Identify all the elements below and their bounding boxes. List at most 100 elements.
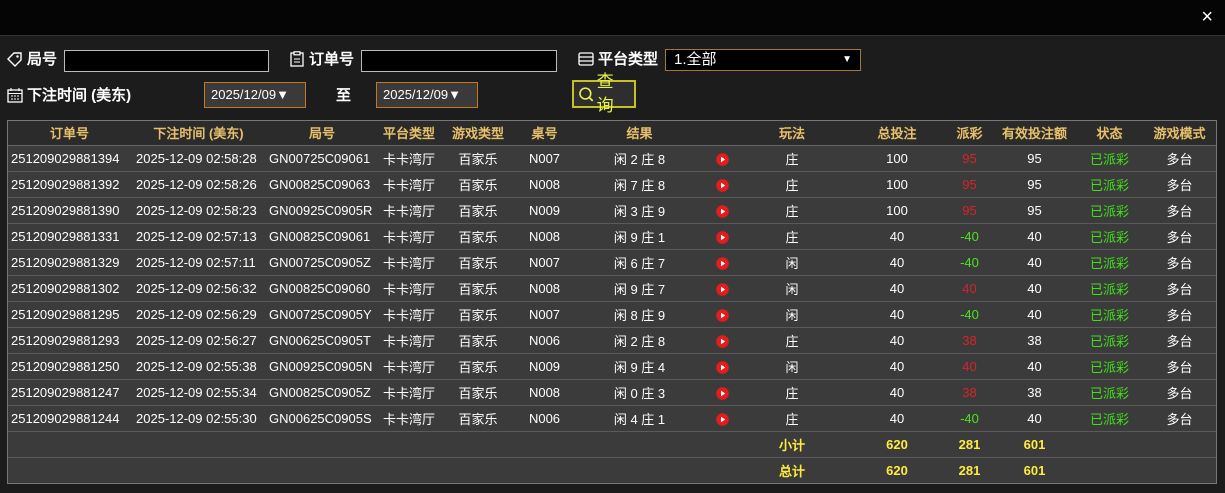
play-icon[interactable] bbox=[715, 231, 729, 244]
play-icon[interactable] bbox=[715, 335, 729, 348]
title-bar: × bbox=[0, 0, 1225, 36]
header-cell: 游戏类型 bbox=[439, 120, 517, 146]
play-cell bbox=[707, 145, 737, 172]
empty-cell bbox=[7, 457, 132, 484]
header-cell: 结果 bbox=[572, 120, 707, 146]
play-icon[interactable] bbox=[715, 361, 729, 374]
cell: 95 bbox=[992, 145, 1077, 172]
order-input[interactable] bbox=[361, 50, 557, 72]
play-cell bbox=[707, 249, 737, 276]
cell: GN00725C0905Z bbox=[265, 249, 379, 276]
play-cell bbox=[707, 171, 737, 198]
play-icon[interactable] bbox=[715, 179, 729, 192]
date-to[interactable]: 2025/12/09▼ bbox=[376, 82, 478, 108]
cell: 卡卡湾厅 bbox=[379, 301, 439, 328]
cell: 38 bbox=[992, 327, 1077, 354]
play-cell bbox=[707, 197, 737, 224]
play-icon[interactable] bbox=[715, 309, 729, 322]
header-cell: 下注时间 (美东) bbox=[132, 120, 265, 146]
play-cell bbox=[707, 275, 737, 302]
play-icon[interactable] bbox=[715, 387, 729, 400]
cell: 已派彩 bbox=[1077, 405, 1142, 432]
cell: GN00825C09061 bbox=[265, 223, 379, 250]
label-text: 平台类型 bbox=[598, 51, 659, 68]
play-icon[interactable] bbox=[715, 413, 729, 426]
cell: 卡卡湾厅 bbox=[379, 223, 439, 250]
cell: 百家乐 bbox=[439, 405, 517, 432]
date-value: 2025/12/09 bbox=[383, 87, 449, 102]
summary-cell: 601 bbox=[992, 431, 1077, 458]
data-row: 251209029881295 2025-12-09 02:56:29 GN0072… bbox=[7, 301, 1217, 328]
date-from[interactable]: 2025/12/09▼ bbox=[204, 82, 306, 108]
cell: 闲 2 庄 8 bbox=[572, 145, 707, 172]
data-row: 251209029881247 2025-12-09 02:55:34 GN0082… bbox=[7, 379, 1217, 406]
cell: 卡卡湾厅 bbox=[379, 145, 439, 172]
cell: 闲 bbox=[737, 301, 847, 328]
cell: 卡卡湾厅 bbox=[379, 327, 439, 354]
cell: N009 bbox=[517, 197, 572, 224]
cell: 百家乐 bbox=[439, 275, 517, 302]
cell: 2025-12-09 02:57:13 bbox=[132, 223, 265, 250]
cell: 庄 bbox=[737, 405, 847, 432]
header-cell: 平台类型 bbox=[379, 120, 439, 146]
cell: 40 bbox=[847, 249, 947, 276]
cell: 95 bbox=[947, 171, 992, 198]
cell: N008 bbox=[517, 223, 572, 250]
cell: 251209029881250 bbox=[7, 353, 132, 380]
cell: N007 bbox=[517, 301, 572, 328]
cell: 40 bbox=[847, 223, 947, 250]
cell: 40 bbox=[992, 275, 1077, 302]
cell: 251209029881244 bbox=[7, 405, 132, 432]
cell: 多台 bbox=[1142, 301, 1217, 328]
play-cell bbox=[707, 223, 737, 250]
empty-cell bbox=[439, 431, 517, 458]
cell: 百家乐 bbox=[439, 197, 517, 224]
summary-cell: 601 bbox=[992, 457, 1077, 484]
summary-cell: 281 bbox=[947, 431, 992, 458]
cell: 38 bbox=[992, 379, 1077, 406]
cell: N008 bbox=[517, 379, 572, 406]
cell: N008 bbox=[517, 275, 572, 302]
close-button[interactable]: × bbox=[1201, 6, 1213, 28]
play-icon[interactable] bbox=[715, 257, 729, 270]
header-cell: 局号 bbox=[265, 120, 379, 146]
play-cell bbox=[707, 379, 737, 406]
cell: 多台 bbox=[1142, 405, 1217, 432]
cell: -40 bbox=[947, 301, 992, 328]
date-arrow: ▼ bbox=[276, 87, 289, 102]
cell: 闲 9 庄 1 bbox=[572, 223, 707, 250]
cell: 闲 4 庄 1 bbox=[572, 405, 707, 432]
play-icon[interactable] bbox=[715, 283, 729, 296]
empty-cell bbox=[265, 457, 379, 484]
cell: 已派彩 bbox=[1077, 145, 1142, 172]
empty-cell bbox=[707, 457, 737, 484]
cell: -40 bbox=[947, 249, 992, 276]
play-icon[interactable] bbox=[715, 153, 729, 166]
round-input[interactable] bbox=[64, 50, 269, 72]
cell: GN00625C0905T bbox=[265, 327, 379, 354]
cell: 251209029881329 bbox=[7, 249, 132, 276]
play-icon[interactable] bbox=[715, 205, 729, 218]
query-button[interactable]: 查询 bbox=[572, 72, 636, 115]
summary-cell: 620 bbox=[847, 457, 947, 484]
cell: 闲 7 庄 8 bbox=[572, 171, 707, 198]
cell: 卡卡湾厅 bbox=[379, 197, 439, 224]
empty-cell bbox=[439, 457, 517, 484]
platform-filter-label: 平台类型 bbox=[577, 48, 658, 69]
cell: 40 bbox=[992, 249, 1077, 276]
header-cell: 有效投注额 bbox=[992, 120, 1077, 146]
cell: 百家乐 bbox=[439, 301, 517, 328]
round-filter-label: 局号 bbox=[6, 48, 57, 69]
empty-cell bbox=[572, 431, 707, 458]
header-cell: 总投注 bbox=[847, 120, 947, 146]
platform-select[interactable]: 1.全部 ▼ bbox=[665, 49, 861, 71]
bet-table: 订单号 下注时间 (美东) 局号 平台类型 游戏类型 桌号 结果 玩法 总投注 派彩 有效投注额 状态… bbox=[7, 120, 1217, 484]
cell: 38 bbox=[947, 379, 992, 406]
empty-cell bbox=[132, 457, 265, 484]
cell: 38 bbox=[947, 327, 992, 354]
cell: 闲 2 庄 8 bbox=[572, 327, 707, 354]
cell: 251209029881390 bbox=[7, 197, 132, 224]
cell: GN00825C09063 bbox=[265, 171, 379, 198]
cell: 40 bbox=[847, 353, 947, 380]
